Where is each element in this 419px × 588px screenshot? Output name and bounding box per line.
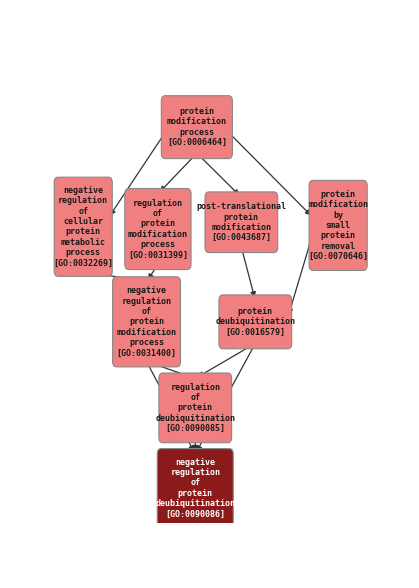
FancyBboxPatch shape <box>309 181 367 270</box>
Text: protein
modification
process
[GO:0006464]: protein modification process [GO:0006464… <box>167 107 227 147</box>
Text: post-translational
protein
modification
[GO:0043687]: post-translational protein modification … <box>197 202 286 242</box>
FancyBboxPatch shape <box>219 295 292 349</box>
Text: negative
regulation
of
protein
deubiquitination
[GO:0090086]: negative regulation of protein deubiquit… <box>155 457 235 519</box>
FancyBboxPatch shape <box>161 96 233 159</box>
Text: negative
regulation
of
cellular
protein
metabolic
process
[GO:0032269]: negative regulation of cellular protein … <box>53 186 113 268</box>
Text: protein
deubiquitination
[GO:0016579]: protein deubiquitination [GO:0016579] <box>215 307 295 337</box>
FancyBboxPatch shape <box>113 277 181 367</box>
Text: regulation
of
protein
modification
process
[GO:0031399]: regulation of protein modification proce… <box>128 199 188 259</box>
FancyBboxPatch shape <box>159 373 232 443</box>
FancyBboxPatch shape <box>205 192 278 253</box>
FancyBboxPatch shape <box>54 177 112 276</box>
FancyBboxPatch shape <box>157 449 233 527</box>
Text: protein
modification
by
small
protein
removal
[GO:0070646]: protein modification by small protein re… <box>308 190 368 261</box>
Text: negative
regulation
of
protein
modification
process
[GO:0031400]: negative regulation of protein modificat… <box>116 286 176 358</box>
Text: regulation
of
protein
deubiquitination
[GO:0090085]: regulation of protein deubiquitination [… <box>155 383 235 433</box>
FancyBboxPatch shape <box>125 189 191 269</box>
